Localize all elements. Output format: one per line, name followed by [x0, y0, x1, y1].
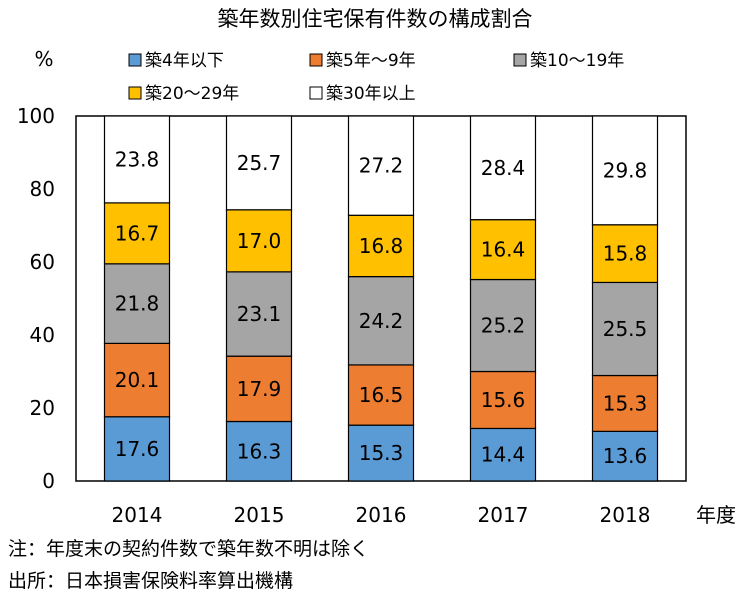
data-label: 14.4	[481, 443, 526, 467]
data-label: 16.8	[359, 234, 404, 258]
data-label: 24.2	[359, 309, 404, 333]
bar-segment	[469, 219, 537, 281]
data-label: 13.6	[603, 444, 648, 468]
legend-swatch	[513, 53, 527, 67]
legend-label: 築4年以下	[145, 51, 224, 71]
bar-segment	[103, 342, 171, 418]
data-label: 15.8	[603, 242, 648, 266]
bar-segment	[103, 202, 171, 265]
x-axis-label: 年度	[696, 503, 736, 527]
bar-segment	[225, 420, 293, 482]
data-label: 16.7	[115, 221, 160, 245]
bar-segment	[225, 355, 293, 423]
data-label: 15.3	[603, 391, 648, 415]
data-label: 25.2	[481, 314, 526, 338]
legend-label: 築10～19年	[530, 51, 624, 71]
y-tick-label: 60	[30, 250, 55, 274]
bar-segment	[347, 276, 415, 366]
y-tick-label: 20	[30, 396, 55, 420]
data-label: 23.8	[115, 147, 160, 171]
x-tick-label: 2017	[478, 503, 529, 527]
legend-label: 築20～29年	[145, 84, 239, 104]
x-tick-label: 2015	[234, 503, 285, 527]
data-label: 17.6	[115, 437, 160, 461]
data-label: 27.2	[359, 154, 404, 178]
y-tick-label: 100	[17, 104, 55, 128]
bar-segment	[347, 214, 415, 278]
data-label: 16.3	[237, 439, 282, 463]
x-tick-label: 2018	[600, 503, 651, 527]
data-label: 16.4	[481, 238, 526, 262]
y-tick-label: 80	[30, 177, 55, 201]
bar-segment	[591, 115, 659, 226]
data-label: 25.5	[603, 317, 648, 341]
bar-segment	[469, 278, 537, 373]
bar-segment	[469, 115, 537, 221]
bar-segment	[225, 271, 293, 357]
chart-note: 注：年度末の契約件数で築年数不明は除く	[8, 538, 370, 560]
data-label: 17.9	[237, 377, 282, 401]
y-tick-label: 40	[30, 323, 55, 347]
chart-source: 出所：日本損害保険料率算出機構	[8, 570, 294, 592]
data-label: 21.8	[115, 292, 160, 316]
data-label: 20.1	[115, 368, 160, 392]
bar-segment	[347, 115, 415, 216]
data-label: 16.5	[359, 383, 404, 407]
legend-label: 築30年以上	[326, 84, 416, 104]
data-label: 15.6	[481, 388, 526, 412]
legend-swatch	[128, 86, 142, 100]
x-tick-label: 2014	[112, 503, 163, 527]
y-tick-label: 0	[42, 469, 55, 493]
data-label: 15.3	[359, 441, 404, 465]
x-tick-label: 2016	[356, 503, 407, 527]
bar-segment	[103, 115, 171, 204]
data-label: 28.4	[481, 156, 526, 180]
bar-segment	[225, 115, 293, 211]
bar-segment	[591, 224, 659, 284]
legend-swatch	[309, 86, 323, 100]
bar-segment	[591, 374, 659, 432]
data-label: 23.1	[237, 302, 282, 326]
chart-title: 築年数別住宅保有件数の構成割合	[218, 7, 533, 31]
bar-segment	[347, 424, 415, 482]
data-label: 29.8	[603, 158, 648, 182]
legend-swatch	[128, 53, 142, 67]
bar-segment	[347, 364, 415, 426]
legend-swatch	[309, 53, 323, 67]
bar-segment	[225, 209, 293, 273]
data-label: 25.7	[237, 151, 282, 175]
data-label: 17.0	[237, 229, 282, 253]
y-axis-label: %	[34, 47, 53, 71]
legend-label: 築5年～9年	[326, 51, 416, 71]
